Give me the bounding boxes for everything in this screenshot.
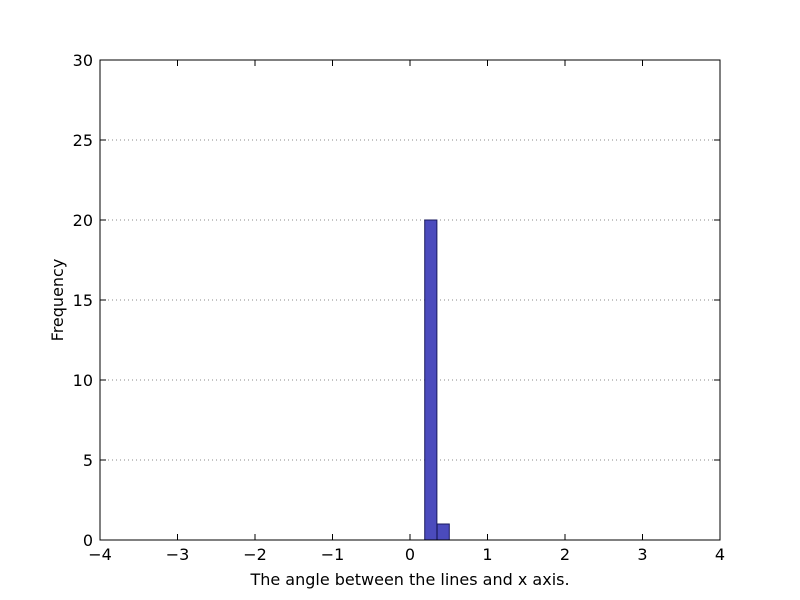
y-tick-label-5: 25	[73, 131, 93, 150]
y-tick-label-6: 30	[73, 51, 93, 70]
y-axis-label: Frequency	[48, 259, 67, 342]
x-tick-label-8: 4	[715, 545, 725, 564]
x-tick-label-0: −4	[88, 545, 112, 564]
y-tick-label-2: 10	[73, 371, 93, 390]
x-tick-label-2: −2	[243, 545, 267, 564]
axis-ticks	[99, 59, 721, 541]
histogram-bar-22	[436, 523, 450, 541]
y-tick-label-3: 15	[73, 291, 93, 310]
grid-lines	[100, 139, 720, 461]
x-tick-label-7: 3	[637, 545, 647, 564]
x-tick-label-5: 1	[482, 545, 492, 564]
histogram-bar-21	[424, 219, 438, 541]
x-axis-label: The angle between the lines and x axis.	[249, 570, 569, 589]
x-tick-label-3: −1	[321, 545, 345, 564]
x-tick-label-6: 2	[560, 545, 570, 564]
x-tick-label-1: −3	[166, 545, 190, 564]
y-tick-label-1: 5	[83, 451, 93, 470]
x-tick-label-4: 0	[405, 545, 415, 564]
tick-labels: −4 −3 −2 −1 0 1 2 3 4 0 5 10 15 20 25 30	[73, 51, 725, 564]
y-tick-label-0: 0	[83, 531, 93, 550]
histogram-bars	[424, 219, 450, 541]
y-tick-label-4: 20	[73, 211, 93, 230]
